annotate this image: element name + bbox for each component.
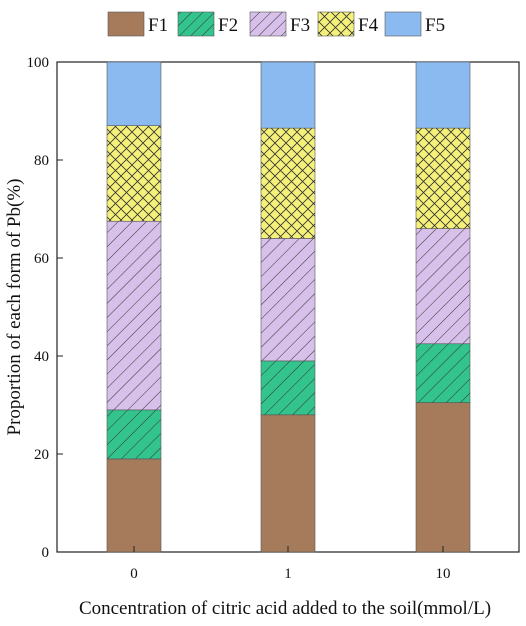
bar-f5-10-outline — [415, 61, 471, 129]
bar-f5-1-outline — [260, 61, 316, 129]
legend-label-f2: F2 — [218, 15, 238, 36]
x-axis-label: Concentration of citric acid added to th… — [79, 598, 491, 619]
chart-legend: F1 F2 F3 F4 F5 — [107, 11, 445, 37]
legend-label-f3: F3 — [290, 15, 310, 36]
x-tick-label: 1 — [284, 566, 292, 582]
y-axis-label: Proportion of each form of Pb(%) — [4, 179, 25, 436]
legend-swatch-f5-outline — [384, 11, 422, 37]
x-tick-label: 0 — [130, 566, 138, 582]
bar-f3-1-pattern — [261, 238, 315, 361]
bar-f4-1-pattern — [261, 128, 315, 239]
legend-swatch-f2-outline — [177, 11, 215, 37]
bar-f4-0-pattern — [107, 125, 161, 222]
y-tick-label: 40 — [34, 349, 49, 365]
bar-f5-1 — [261, 62, 315, 129]
bar-f3-0-pattern — [107, 221, 161, 410]
legend-label-f5: F5 — [425, 15, 445, 36]
legend-label-f1: F1 — [148, 15, 168, 36]
y-tick-label: 80 — [34, 153, 49, 169]
legend-swatch-f3-pattern — [250, 12, 286, 36]
bar-f5-10 — [416, 62, 470, 129]
x-tick-label: 10 — [436, 566, 451, 582]
legend-swatch-f1 — [108, 12, 144, 36]
bar-f4-10-pattern — [416, 128, 470, 229]
legend-swatch-f4-pattern — [318, 12, 354, 36]
bar-f5-0-outline — [106, 61, 162, 127]
bar-f1-0 — [107, 458, 161, 552]
bar-f1-10 — [416, 402, 470, 552]
y-axis-ticks: 0 20 40 60 80 100 — [27, 55, 63, 561]
legend-swatch-f3-outline — [249, 11, 287, 37]
y-tick-label: 0 — [42, 545, 50, 561]
bar-f2-0-pattern — [107, 409, 161, 459]
legend-swatch-f5 — [385, 12, 421, 36]
bar-f1-1 — [261, 414, 315, 552]
y-tick-label: 20 — [34, 447, 49, 463]
bar-f2-1-pattern — [261, 360, 315, 415]
legend-label-f4: F4 — [358, 15, 379, 36]
bar-f5-0 — [107, 62, 161, 126]
bar-layer — [106, 61, 471, 553]
y-tick-label: 60 — [34, 251, 49, 267]
y-tick-label: 100 — [27, 55, 50, 71]
legend-swatch-f4-outline — [317, 11, 355, 37]
legend-swatch-f2-pattern — [178, 12, 214, 36]
x-axis-ticks: 0 1 10 — [130, 546, 451, 582]
bar-f2-10-pattern — [416, 343, 470, 403]
legend-swatch-f1-outline — [107, 11, 145, 37]
bar-f3-10-pattern — [416, 228, 470, 344]
